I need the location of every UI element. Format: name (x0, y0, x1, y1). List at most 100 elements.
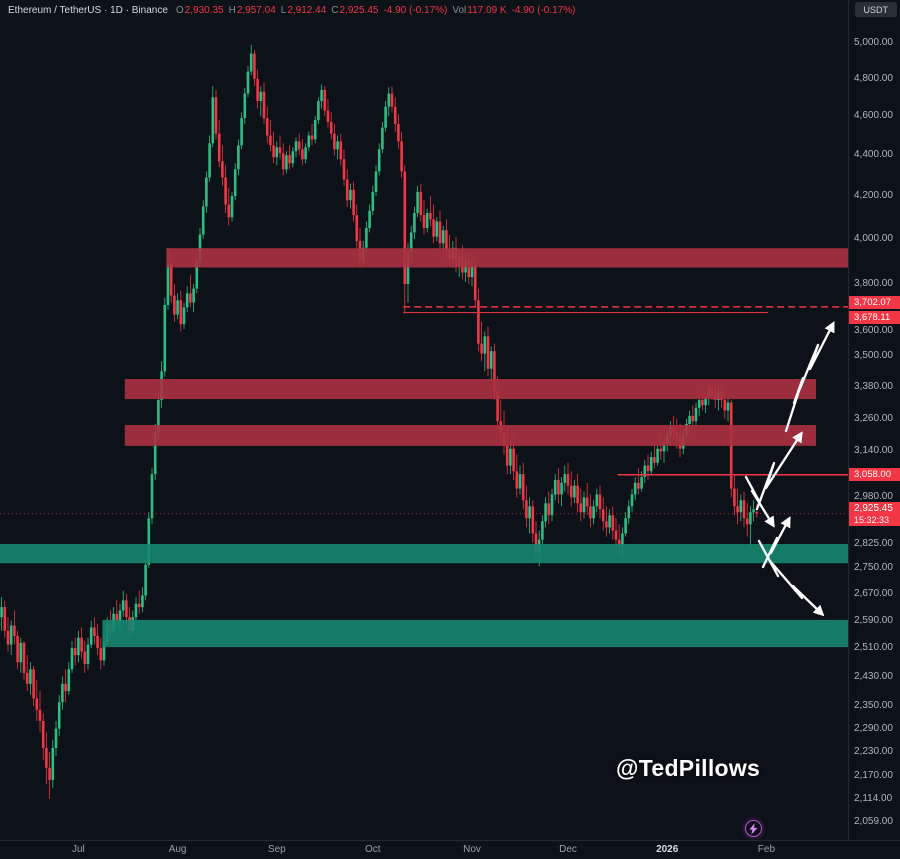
price-tick-label: 3,800.00 (854, 277, 893, 289)
candle (45, 732, 48, 784)
candle (269, 120, 272, 152)
price-tick-label: 4,600.00 (854, 110, 893, 122)
symbol-title[interactable]: Ethereum / TetherUS · 1D · Binance (8, 4, 168, 16)
price-tick-label: 2,350.00 (854, 699, 893, 711)
volume: Vol 117.09 K (452, 5, 506, 16)
candle (285, 151, 288, 174)
candle (73, 637, 77, 666)
projection-arrow-down-small[interactable] (744, 475, 775, 528)
time-tick-label: 2026 (656, 844, 679, 855)
candle (173, 284, 176, 322)
candle (745, 503, 749, 537)
price-tick-label: 2,430.00 (854, 670, 893, 682)
candle (368, 204, 371, 233)
candle (598, 485, 602, 519)
candle (262, 82, 266, 124)
candle (563, 465, 567, 492)
candle (61, 676, 64, 710)
candle (13, 610, 16, 645)
candle (653, 445, 656, 469)
time-tick-label: Oct (365, 844, 381, 855)
candle (605, 506, 608, 537)
candle (355, 204, 359, 248)
change-value: -4.90 (-0.17%) (383, 4, 448, 16)
candle (553, 474, 557, 501)
projection-arrow-up-small[interactable] (761, 516, 791, 569)
candle (233, 163, 237, 201)
candle (579, 488, 583, 522)
candle (649, 451, 653, 475)
candle (57, 694, 61, 737)
price-tick-label: 3,260.00 (854, 412, 893, 424)
candle (29, 662, 32, 695)
candle (275, 141, 279, 166)
candle (384, 101, 387, 132)
price-tick-label: 4,200.00 (854, 190, 893, 202)
candle (121, 590, 125, 618)
price-chart[interactable] (0, 0, 848, 840)
candle (646, 454, 650, 480)
candle (32, 665, 35, 706)
candle (99, 637, 103, 670)
supply-zone-upper[interactable] (166, 248, 848, 268)
ohlc-low-label: L (280, 4, 287, 16)
volume-value: 117.09 K (467, 4, 507, 16)
projection-arrow-up-high[interactable] (784, 321, 835, 433)
candle (333, 123, 336, 156)
lightning-bolt-icon (749, 822, 758, 835)
boost-icon[interactable] (745, 820, 762, 837)
candle (256, 69, 259, 109)
candle (323, 86, 327, 117)
candle (365, 221, 368, 253)
candle (237, 139, 240, 176)
price-tick-label: 3,500.00 (854, 350, 893, 362)
candle (374, 165, 378, 197)
candle (486, 326, 490, 377)
candle (304, 143, 307, 164)
candles-layer (0, 44, 759, 799)
candle (601, 497, 605, 531)
currency-toggle-button[interactable]: USDT (854, 2, 897, 17)
price-axis[interactable]: 2,925.45 15:32:33 5,000.00 4,800.00 4,600.… (848, 0, 900, 840)
candle (560, 477, 563, 507)
ohlc-high-value: 2,957.04 (236, 4, 276, 16)
candle (179, 290, 183, 332)
price-tick-label: 2,230.00 (854, 745, 893, 757)
price-tick-label: 2,590.00 (854, 614, 893, 626)
candle (320, 84, 323, 109)
demand-zone-upper[interactable] (0, 544, 848, 564)
candle (749, 506, 752, 548)
supply-zone-lower[interactable] (124, 425, 817, 446)
price-tick-label: 4,400.00 (854, 149, 893, 161)
candle (253, 50, 256, 87)
candle (294, 137, 298, 158)
candle (141, 587, 144, 613)
candle (694, 402, 698, 427)
ohlc-low-value: 2,912.44 (287, 4, 327, 16)
price-tick-label: 2,510.00 (854, 642, 893, 654)
time-axis[interactable]: Jul Aug Sep Oct Nov Dec 2026 Feb (0, 840, 900, 859)
bar-countdown: 15:32:33 (854, 514, 890, 525)
candle (240, 112, 243, 150)
supply-zone-mid[interactable] (124, 379, 817, 400)
projection-arrow-up-mid[interactable] (755, 431, 803, 511)
projection-arrow-down-long[interactable] (757, 539, 825, 617)
candle (726, 397, 730, 422)
candle (313, 116, 317, 144)
volume-label: Vol (452, 4, 467, 16)
candle (35, 680, 39, 721)
candle (416, 185, 419, 218)
candle (185, 286, 189, 313)
candle (576, 474, 579, 513)
candle (739, 494, 743, 522)
candle (518, 465, 522, 495)
demand-zone-lower[interactable] (102, 619, 848, 648)
candle (528, 497, 531, 534)
candle (25, 655, 29, 692)
candle (38, 691, 42, 733)
candle (477, 288, 480, 352)
time-tick-label: Sep (267, 844, 286, 855)
candle (281, 143, 285, 176)
candle (387, 87, 391, 117)
candle (317, 97, 320, 124)
